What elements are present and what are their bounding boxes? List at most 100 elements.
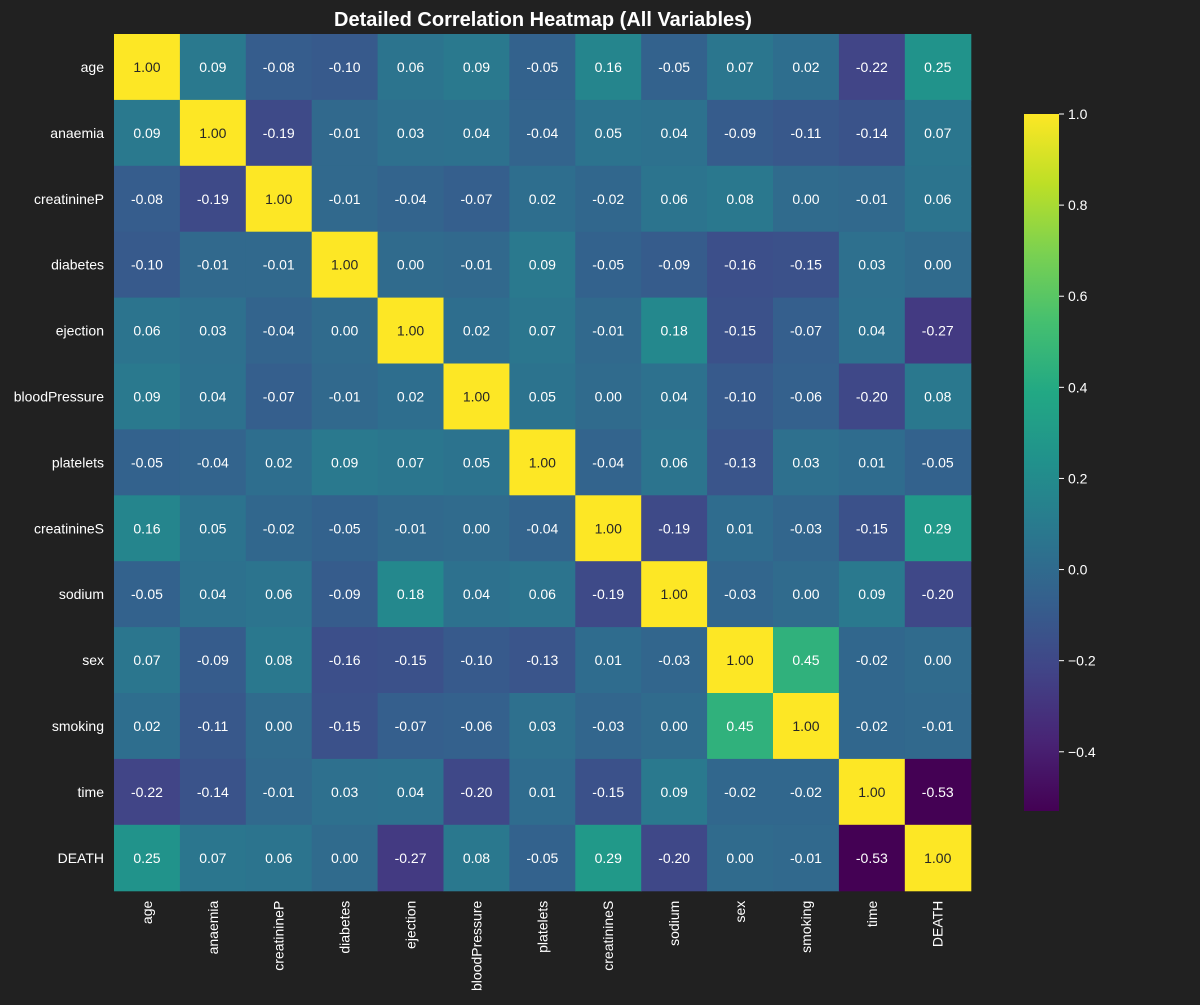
heatmap-cell — [575, 165, 642, 233]
heatmap-cell — [707, 99, 774, 167]
column-label: platelets — [534, 901, 550, 953]
cell-value-label: -0.07 — [790, 323, 822, 339]
heatmap-cell — [377, 627, 445, 694]
cell-value-label: -0.16 — [724, 257, 756, 273]
cell-value-label: 0.05 — [463, 454, 490, 470]
heatmap-cell — [311, 627, 379, 694]
cell-value-label: -0.15 — [395, 652, 427, 668]
cell-value-label: -0.08 — [263, 59, 295, 75]
cell-value-label: 0.07 — [397, 454, 424, 470]
cell-value-label: 0.09 — [199, 59, 226, 75]
heatmap-cell — [377, 561, 445, 628]
column-label: bloodPressure — [468, 900, 484, 990]
cell-value-label: 0.00 — [265, 718, 292, 734]
heatmap-cell — [707, 561, 774, 628]
heatmap-cell — [773, 34, 840, 101]
heatmap-cell — [509, 824, 576, 892]
cell-value-label: 0.09 — [661, 784, 688, 800]
heatmap-cell — [245, 758, 313, 826]
heatmap-cell — [311, 429, 379, 496]
heatmap-cell — [114, 34, 181, 101]
heatmap-cell — [509, 99, 576, 167]
heatmap-cell — [114, 693, 181, 760]
cell-value-label: -0.02 — [856, 718, 888, 734]
cell-value-label: -0.05 — [922, 454, 954, 470]
heatmap-cell — [838, 231, 906, 299]
cell-value-label: -0.04 — [526, 125, 558, 141]
heatmap-cell — [641, 34, 708, 101]
cell-value-label: -0.03 — [724, 586, 756, 602]
cell-value-label: -0.15 — [790, 257, 822, 273]
heatmap-cell — [509, 758, 576, 826]
cell-value-label: -0.01 — [922, 718, 954, 734]
cell-value-label: 0.02 — [397, 388, 424, 404]
row-label: creatinineP — [34, 191, 104, 207]
heatmap-cell — [707, 231, 774, 299]
cell-value-label: 0.09 — [331, 454, 358, 470]
heatmap-cell — [179, 165, 247, 233]
colorbar-tick-label: 0.0 — [1068, 562, 1088, 578]
cell-value-label: 0.06 — [661, 454, 688, 470]
cell-value-label: -0.09 — [724, 125, 756, 141]
cell-value-label: -0.13 — [526, 652, 558, 668]
cell-value-label: -0.01 — [329, 125, 361, 141]
heatmap-cell — [509, 429, 576, 496]
cell-value-label: -0.11 — [791, 125, 822, 141]
heatmap-cell — [377, 495, 445, 562]
heatmap-cell — [179, 231, 247, 299]
heatmap-cell — [575, 627, 642, 694]
row-label: DEATH — [58, 850, 104, 866]
row-label: diabetes — [51, 257, 104, 273]
heatmap-cell — [641, 824, 708, 892]
heatmap-cell — [509, 495, 576, 562]
cell-value-label: 1.00 — [924, 850, 951, 866]
heatmap-cell — [114, 363, 181, 430]
heatmap-cell — [114, 561, 181, 628]
cell-value-label: 0.07 — [726, 59, 753, 75]
heatmap-cell — [443, 297, 510, 365]
heatmap-cell — [641, 165, 708, 233]
cell-value-label: -0.20 — [922, 586, 954, 602]
heatmap-cell — [377, 34, 445, 101]
cell-value-label: 0.18 — [661, 323, 688, 339]
heatmap-cell — [707, 165, 774, 233]
cell-value-label: -0.04 — [526, 520, 558, 536]
cell-value-label: -0.09 — [658, 257, 690, 273]
cell-value-label: 0.16 — [595, 59, 622, 75]
heatmap-cell — [904, 297, 972, 365]
cell-value-label: -0.05 — [526, 59, 558, 75]
cell-value-label: 0.00 — [792, 586, 819, 602]
heatmap-cell — [114, 627, 181, 694]
cell-value-label: 1.00 — [265, 191, 292, 207]
cell-value-label: 0.00 — [726, 850, 753, 866]
heatmap-cell — [377, 165, 445, 233]
cell-value-label: -0.11 — [197, 718, 228, 734]
cell-value-label: 0.06 — [397, 59, 424, 75]
column-labels: age anaemia creatinineP diabetes ejection blo… — [139, 900, 946, 990]
cell-value-label: 0.07 — [133, 652, 160, 668]
row-label: time — [78, 784, 105, 800]
cell-value-label: 0.04 — [463, 125, 490, 141]
heatmap-cell — [707, 429, 774, 496]
cell-value-label: -0.20 — [658, 850, 690, 866]
cell-value-label: -0.16 — [329, 652, 361, 668]
heatmap-cell — [773, 165, 840, 233]
cell-value-label: -0.01 — [856, 191, 888, 207]
heatmap-cell — [838, 627, 906, 694]
cell-value-label: 0.08 — [726, 191, 753, 207]
cell-value-label: 0.01 — [529, 784, 556, 800]
cell-value-label: -0.01 — [460, 257, 492, 273]
cell-value-label: -0.01 — [197, 257, 229, 273]
heatmap-cell — [114, 99, 181, 167]
cell-value-label: 0.04 — [199, 586, 226, 602]
cell-value-label: 0.04 — [463, 586, 490, 602]
heatmap-cell — [838, 693, 906, 760]
row-labels: age anaemia creatinineP diabetes ejection blo… — [14, 59, 104, 866]
heatmap-cell — [179, 758, 247, 826]
colorbar-tick-label: 1.0 — [1068, 106, 1088, 122]
cell-value-label: 1.00 — [726, 652, 753, 668]
cell-value-label: 0.08 — [463, 850, 490, 866]
heatmap-cell — [838, 34, 906, 101]
